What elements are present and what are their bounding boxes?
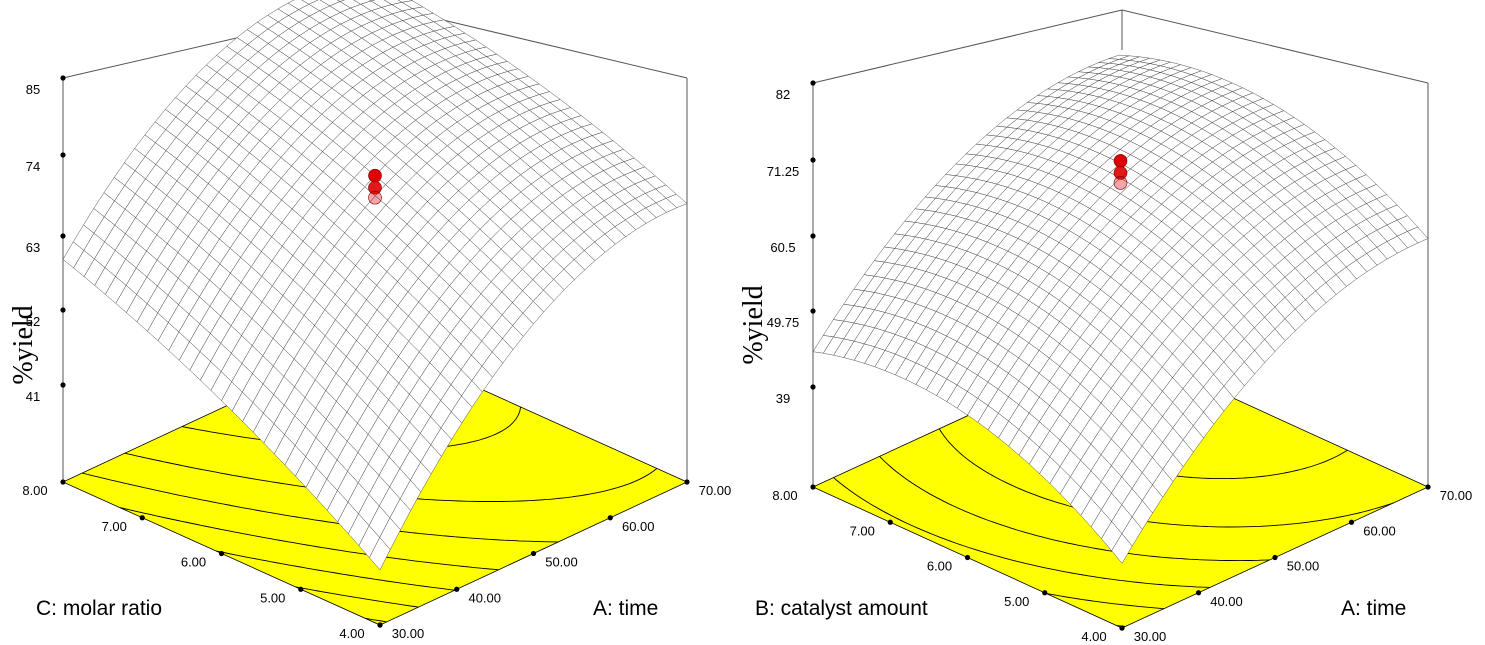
x-tick-label: 30.00 <box>392 626 425 641</box>
design-point <box>1113 176 1128 190</box>
contour-line <box>365 617 387 623</box>
y-tick-label: 5.00 <box>1004 594 1029 609</box>
y-tick-dot <box>964 554 971 561</box>
z-tick-label: 39 <box>776 391 790 406</box>
z-tick-label: 85 <box>26 82 40 97</box>
design-point <box>368 180 382 195</box>
x-tick-label: 60.00 <box>622 519 655 534</box>
z-tick-dot <box>60 152 66 158</box>
z-tick-dot <box>810 384 816 390</box>
y-tick-label: 6.00 <box>927 559 952 574</box>
x-tick-label: 30.00 <box>1134 629 1167 644</box>
z-tick-label: 71.25 <box>767 164 800 179</box>
x-tick-dot <box>607 515 613 521</box>
x-tick-dot <box>530 550 537 557</box>
x-tick-label: 40.00 <box>468 590 501 605</box>
y-tick-dot <box>810 484 816 490</box>
design-point <box>1113 166 1128 180</box>
z-tick-label: 74 <box>26 159 40 174</box>
design-point <box>368 190 382 205</box>
x-tick-label: 70.00 <box>699 483 732 498</box>
z-tick-dot <box>60 233 66 239</box>
y-tick-dot <box>1119 625 1125 631</box>
y-tick-dot <box>887 519 893 525</box>
x-tick-dot <box>1272 554 1278 561</box>
box-edge <box>812 9 1123 84</box>
x-tick-dot <box>1425 484 1431 490</box>
x-tick-label: 70.00 <box>1440 488 1473 503</box>
z-axis-title-left: %yield <box>8 305 39 384</box>
axis-ticks-left: 85 74 63 52 41 30.00 40.00 50.00 60.00 70.00 4.00 5… <box>22 75 731 641</box>
surface-chart-time-vs-molar-ratio: 85 74 63 52 41 30.00 40.00 50.00 60.00 70.00 4.00 5… <box>8 0 731 641</box>
y-tick-label: 4.00 <box>339 626 364 641</box>
z-tick-label: 60.5 <box>770 240 795 255</box>
contour-line <box>215 550 455 591</box>
response-surface-left <box>62 0 688 571</box>
z-tick-dot <box>810 157 816 163</box>
contour-line <box>1046 592 1165 610</box>
design-point <box>368 168 382 183</box>
x-tick-label: 50.00 <box>545 555 578 570</box>
y-tick-dot <box>139 515 145 521</box>
x-tick-dot <box>1195 590 1202 596</box>
z-tick-label: 49.75 <box>767 315 800 330</box>
y-tick-dot <box>218 550 225 557</box>
design-points-left <box>368 168 382 205</box>
surface-cell <box>336 0 346 2</box>
x-tick-label: 40.00 <box>1210 594 1243 609</box>
z-tick-dot <box>60 307 66 313</box>
y-axis-title-left: C: molar ratio <box>36 597 162 620</box>
z-tick-dot <box>810 80 816 86</box>
surface-cell <box>369 537 391 571</box>
y-tick-label: 8.00 <box>772 488 797 503</box>
surface-cell <box>1111 533 1133 564</box>
y-tick-label: 5.00 <box>260 590 285 605</box>
y-tick-dot <box>377 622 383 628</box>
z-tick-dot <box>810 233 816 239</box>
design-point <box>1113 154 1128 168</box>
x-tick-dot <box>684 479 690 485</box>
z-tick-dot <box>60 75 66 81</box>
z-tick-label: 52 <box>26 314 40 329</box>
z-tick-label: 63 <box>26 240 40 255</box>
y-tick-label: 4.00 <box>1081 629 1106 644</box>
x-tick-label: 50.00 <box>1287 559 1320 574</box>
x-axis-title-left: A: time <box>593 597 658 620</box>
design-points-right <box>1113 154 1128 190</box>
y-tick-dot <box>60 479 66 485</box>
x-tick-label: 60.00 <box>1363 523 1396 538</box>
response-surface-right <box>812 54 1429 564</box>
surface-chart-time-vs-catalyst: 82 71.25 60.5 49.75 39 30.00 40.00 50.00 60.00 70… <box>738 9 1473 644</box>
x-tick-dot <box>454 586 460 592</box>
y-tick-label: 6.00 <box>181 555 206 570</box>
x-tick-dot <box>1348 519 1355 525</box>
x-axis-title-right: A: time <box>1341 597 1406 620</box>
z-tick-dot <box>810 308 816 314</box>
bounding-box-right <box>812 9 1429 487</box>
box-edge <box>1121 9 1429 84</box>
contour-line <box>833 477 1211 588</box>
z-axis-title-right: %yield <box>738 285 769 364</box>
y-tick-label: 7.00 <box>102 519 127 534</box>
z-tick-label: 41 <box>26 389 40 404</box>
y-axis-title-right: B: catalyst amount <box>755 597 928 620</box>
z-tick-dot <box>60 382 66 388</box>
y-tick-label: 8.00 <box>22 483 47 498</box>
y-tick-dot <box>1042 590 1048 596</box>
z-tick-label: 82 <box>776 87 790 102</box>
axis-ticks-right: 82 71.25 60.5 49.75 39 30.00 40.00 50.00 60.00 70… <box>767 80 1473 644</box>
y-tick-label: 7.00 <box>850 523 875 538</box>
y-tick-dot <box>298 586 304 592</box>
